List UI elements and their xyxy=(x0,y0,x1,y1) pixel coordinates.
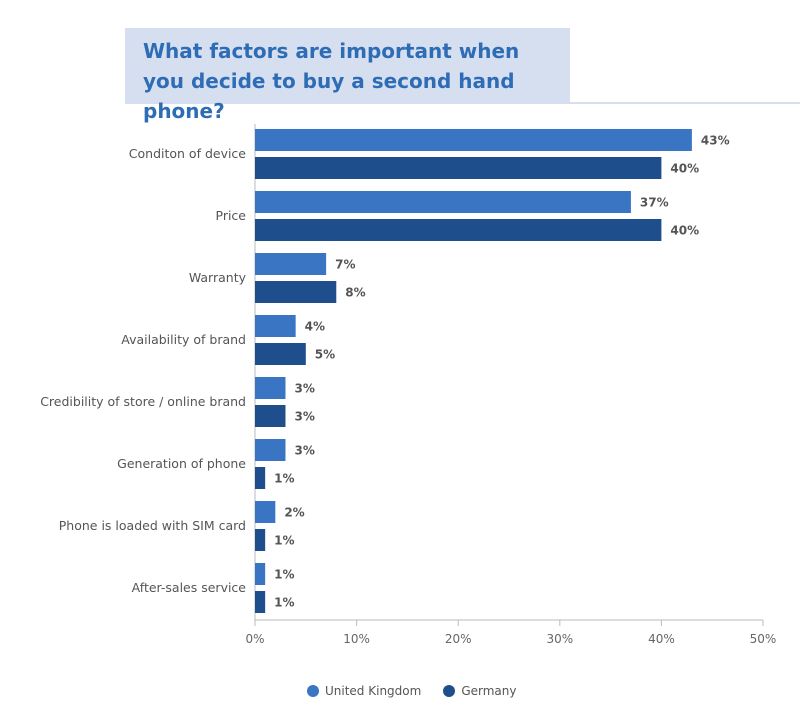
x-tick-label: 50% xyxy=(750,632,777,646)
category-label-availability-of-brand: Availability of brand xyxy=(121,332,246,347)
bar-germany-credibility-of-store-online-brand xyxy=(255,405,286,427)
value-label-germany-warranty: 8% xyxy=(345,286,365,300)
value-label-germany-generation-of-phone: 1% xyxy=(274,472,294,486)
legend-marker-uk xyxy=(307,685,319,697)
legend-item-germany[interactable]: Germany xyxy=(443,684,516,698)
category-label-generation-of-phone: Generation of phone xyxy=(117,456,246,471)
bar-united-kingdom-credibility-of-store-online-brand xyxy=(255,377,286,399)
value-label-united-kingdom-availability-of-brand: 4% xyxy=(305,320,325,334)
value-label-germany-price: 40% xyxy=(670,224,699,238)
bar-united-kingdom-price xyxy=(255,191,631,213)
bar-united-kingdom-phone-is-loaded-with-sim-card xyxy=(255,501,276,523)
legend-item-uk[interactable]: United Kingdom xyxy=(307,684,421,698)
bar-united-kingdom-availability-of-brand xyxy=(255,315,296,337)
x-tick-label: 40% xyxy=(648,632,675,646)
chart-title: What factors are important when you deci… xyxy=(143,39,520,123)
value-label-germany-phone-is-loaded-with-sim-card: 1% xyxy=(274,534,294,548)
legend-marker-germany xyxy=(443,685,456,697)
value-label-united-kingdom-credibility-of-store-online-brand: 3% xyxy=(294,382,314,396)
category-label-price: Price xyxy=(216,208,247,223)
bar-germany-availability-of-brand xyxy=(255,343,306,365)
value-label-united-kingdom-after-sales-service: 1% xyxy=(274,568,294,582)
value-label-germany-conditon-of-device: 40% xyxy=(670,162,699,176)
title-box xyxy=(125,28,570,104)
bar-united-kingdom-after-sales-service xyxy=(255,563,266,585)
value-label-united-kingdom-conditon-of-device: 43% xyxy=(701,134,730,148)
bar-united-kingdom-warranty xyxy=(255,253,327,275)
value-label-united-kingdom-generation-of-phone: 3% xyxy=(294,444,314,458)
category-label-credibility-of-store-online-brand: Credibility of store / online brand xyxy=(40,394,246,409)
category-label-after-sales-service: After-sales service xyxy=(132,580,247,595)
bar-germany-warranty xyxy=(255,281,337,303)
title-divider xyxy=(570,102,800,104)
x-tick-label: 20% xyxy=(445,632,472,646)
bar-united-kingdom-conditon-of-device xyxy=(255,129,692,151)
value-label-germany-after-sales-service: 1% xyxy=(274,596,294,610)
legend-label-uk: United Kingdom xyxy=(325,684,422,698)
x-tick-label: 10% xyxy=(343,632,370,646)
bar-germany-conditon-of-device xyxy=(255,157,662,179)
bar-germany-after-sales-service xyxy=(255,591,266,613)
x-tick-label: 30% xyxy=(546,632,573,646)
category-label-conditon-of-device: Conditon of device xyxy=(129,146,247,161)
bar-germany-price xyxy=(255,219,662,241)
category-label-phone-is-loaded-with-sim-card: Phone is loaded with SIM card xyxy=(59,518,246,533)
legend-label-germany: Germany xyxy=(461,684,517,698)
value-label-united-kingdom-phone-is-loaded-with-sim-card: 2% xyxy=(284,506,304,520)
value-label-germany-credibility-of-store-online-brand: 3% xyxy=(294,410,314,424)
value-label-united-kingdom-price: 37% xyxy=(640,196,669,210)
bar-germany-phone-is-loaded-with-sim-card xyxy=(255,529,266,551)
bar-united-kingdom-generation-of-phone xyxy=(255,439,286,461)
category-label-warranty: Warranty xyxy=(189,270,247,285)
value-label-united-kingdom-warranty: 7% xyxy=(335,258,355,272)
value-label-germany-availability-of-brand: 5% xyxy=(315,348,335,362)
legend: United Kingdom Germany xyxy=(307,684,538,698)
bar-germany-generation-of-phone xyxy=(255,467,266,489)
x-tick-label: 0% xyxy=(245,632,264,646)
